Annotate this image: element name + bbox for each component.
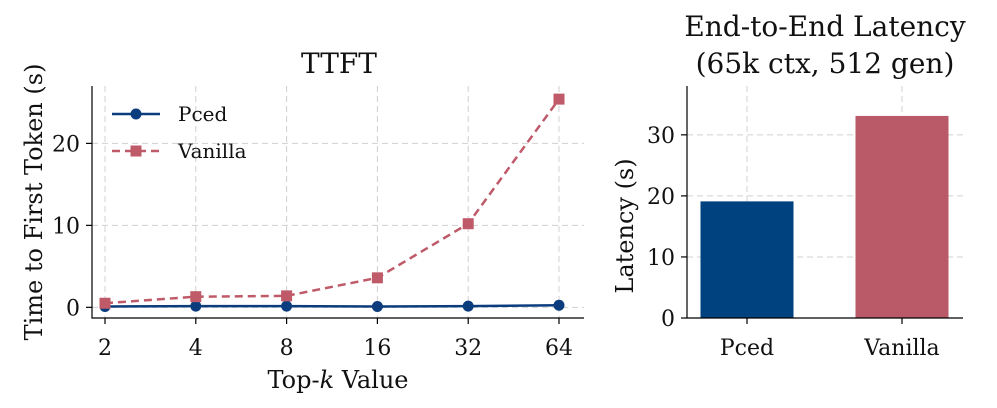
series-line-pced (104, 304, 560, 308)
ttft-ytick-label: 20 (52, 132, 80, 157)
point-pced-4 (190, 300, 202, 312)
legend-label-pced: Pced (178, 102, 227, 126)
ttft-chart: TTFT Time to First Token (s) Top-k Value… (20, 47, 584, 394)
point-vanilla-2 (99, 297, 111, 309)
latency-title-line1: End-to-End Latency (684, 10, 966, 43)
ttft-xtick-label: 64 (545, 336, 573, 361)
point-vanilla-8 (281, 290, 293, 302)
ttft-xtick-label: 4 (189, 336, 203, 361)
point-vanilla-32 (462, 218, 474, 230)
point-pced-64 (553, 299, 565, 311)
ttft-legend: Pced Vanilla (112, 102, 247, 163)
point-pced-32 (462, 300, 474, 312)
legend-marker-vanilla (130, 145, 142, 157)
ttft-ticks: 2 4 8 16 32 64 0 10 20 (52, 132, 573, 361)
latency-title-line2: (65k ctx, 512 gen) (696, 47, 955, 80)
ttft-gridlines (92, 86, 584, 318)
bar-pced (700, 201, 794, 318)
ttft-xtick-label: 16 (363, 336, 391, 361)
latency-ytick-label: 30 (647, 124, 675, 149)
ttft-xtick-label: 8 (280, 336, 294, 361)
series-line-vanilla (104, 98, 561, 305)
latency-ticks: 0 10 20 30 Pced Vanilla (647, 124, 940, 361)
latency-ylabel: Latency (s) (611, 158, 639, 293)
point-pced-8 (281, 300, 293, 312)
latency-axes-spine (686, 86, 963, 319)
ttft-xtick-label: 32 (454, 336, 482, 361)
ttft-title: TTFT (301, 47, 377, 80)
point-vanilla-4 (190, 291, 202, 303)
ttft-series (99, 93, 565, 313)
latency-xtick-label-vanilla: Vanilla (863, 336, 939, 361)
ttft-ytick-label: 10 (52, 214, 80, 239)
legend-label-vanilla: Vanilla (177, 139, 247, 163)
latency-xtick-label-pced: Pced (720, 336, 774, 361)
point-vanilla-16 (371, 272, 383, 284)
ttft-ytick-label: 0 (66, 296, 80, 321)
ttft-xlabel: Top-k Value (267, 366, 408, 394)
point-pced-16 (371, 301, 383, 313)
ttft-xtick-label: 2 (98, 336, 112, 361)
latency-bars (700, 115, 949, 318)
latency-ytick-label: 10 (647, 246, 675, 271)
latency-ytick-label: 20 (647, 185, 675, 210)
ttft-axes-spine (91, 86, 584, 319)
bar-vanilla (855, 115, 949, 318)
latency-ytick-label: 0 (661, 307, 675, 332)
legend-marker-pced (130, 108, 142, 120)
latency-chart: End-to-End Latency (65k ctx, 512 gen) La… (611, 10, 966, 361)
point-vanilla-64 (553, 93, 565, 105)
ttft-ylabel: Time to First Token (s) (20, 64, 48, 341)
